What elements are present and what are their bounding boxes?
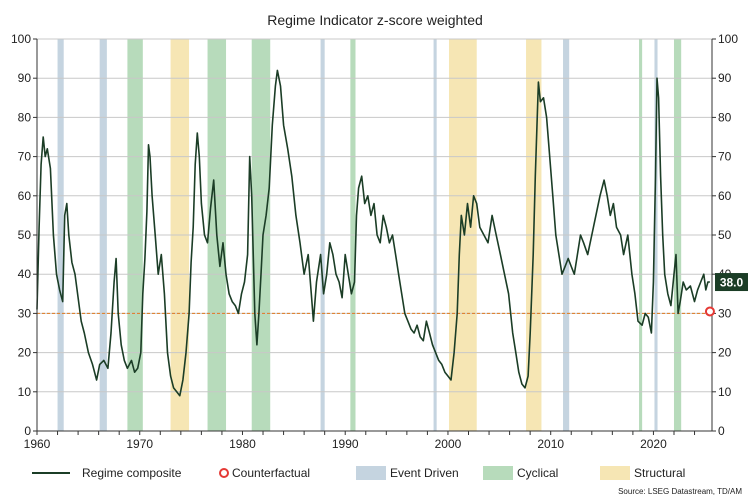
x-tick-label: 1970 (126, 437, 153, 451)
y-tick-label-right: 100 (718, 32, 738, 46)
x-tick-label: 2020 (640, 437, 667, 451)
source-note: Source: LSEG Datastream, TD/AM (618, 487, 742, 496)
legend-swatch-cyclical (483, 466, 513, 480)
y-tick-label-right: 90 (718, 71, 732, 85)
y-tick-label-right: 30 (718, 306, 732, 320)
counterfactual-marker (704, 306, 715, 317)
x-tick-label: 2000 (435, 437, 462, 451)
y-tick-label-right: 70 (718, 150, 732, 164)
axes: 0010102020303040405050606070708080909010… (11, 32, 738, 451)
y-tick-label-right: 80 (718, 110, 732, 124)
legend-swatch-structural (600, 466, 630, 480)
y-tick-label-left: 30 (18, 306, 32, 320)
y-tick-label-left: 90 (18, 71, 32, 85)
legend-swatch-event (356, 466, 386, 480)
chart-title: Regime Indicator z-score weighted (267, 12, 483, 28)
y-tick-label-left: 80 (18, 110, 32, 124)
legend-label-regime-composite: Regime composite (82, 466, 182, 480)
y-tick-label-right: 50 (718, 228, 732, 242)
markers: 38.0 (704, 273, 748, 317)
y-tick-label-left: 20 (18, 346, 32, 360)
y-tick-label-left: 50 (18, 228, 32, 242)
legend-label-structural: Structural (634, 466, 685, 480)
legend-label-cyclical: Cyclical (517, 466, 558, 480)
regime-composite-series (36, 69, 710, 397)
x-tick-label: 2010 (537, 437, 564, 451)
y-tick-label-right: 60 (718, 189, 732, 203)
y-tick-label-left: 0 (24, 424, 31, 438)
x-tick-label: 1980 (229, 437, 256, 451)
series-line-regime-composite (36, 69, 710, 397)
legend-label-event: Event Driven (390, 466, 459, 480)
x-tick-label: 1990 (332, 437, 359, 451)
y-tick-label-left: 100 (11, 32, 31, 46)
y-tick-label-left: 70 (18, 150, 32, 164)
last-value-badge (715, 273, 748, 292)
legend-swatch-counterfactual (219, 468, 229, 478)
y-tick-label-left: 60 (18, 189, 32, 203)
x-tick-label: 1960 (24, 437, 51, 451)
last-value-label: 38.0 (720, 276, 744, 290)
y-tick-label-left: 10 (18, 385, 32, 399)
y-tick-label-right: 0 (718, 424, 725, 438)
legend: Regime composite Counterfactual Event Driv… (32, 466, 685, 480)
y-tick-label-right: 10 (718, 385, 732, 399)
y-tick-label-left: 40 (18, 267, 32, 281)
y-tick-label-right: 20 (718, 346, 732, 360)
legend-label-counterfactual: Counterfactual (232, 466, 310, 480)
